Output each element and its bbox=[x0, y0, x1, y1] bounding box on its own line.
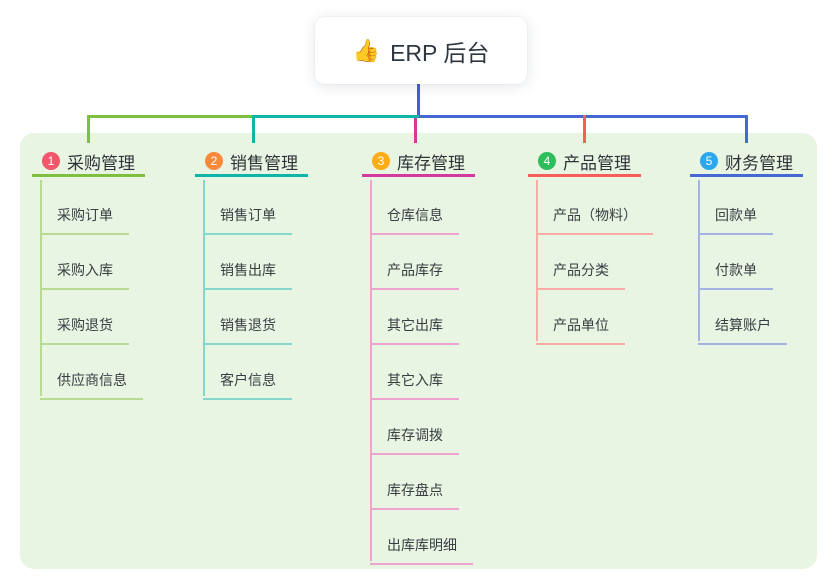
child-node[interactable]: 采购退货 bbox=[40, 290, 129, 345]
branch-inventory: 3 库存管理 仓库信息 产品库存 其它出库 其它入库 库存调拨 库存盘点 出库库明细 bbox=[362, 148, 522, 565]
child-node[interactable]: 回款单 bbox=[698, 180, 773, 235]
branch-title-sales[interactable]: 2 销售管理 bbox=[195, 148, 308, 177]
thumbs-up-icon: 👍 bbox=[352, 37, 381, 63]
root-connector-line bbox=[417, 84, 420, 118]
branch-title-purchase[interactable]: 1 采购管理 bbox=[32, 148, 145, 177]
branch-child-line bbox=[370, 180, 372, 561]
mindmap-panel bbox=[20, 133, 817, 569]
branch-sales: 2 销售管理 销售订单 销售出库 销售退货 客户信息 bbox=[195, 148, 355, 400]
root-node[interactable]: 👍 ERP 后台 bbox=[315, 17, 527, 84]
child-node[interactable]: 客户信息 bbox=[203, 345, 292, 400]
child-node[interactable]: 产品（物料） bbox=[536, 180, 653, 235]
child-node[interactable]: 其它入库 bbox=[370, 345, 459, 400]
branch-children: 仓库信息 产品库存 其它出库 其它入库 库存调拨 库存盘点 出库库明细 bbox=[370, 180, 473, 565]
child-node[interactable]: 库存盘点 bbox=[370, 455, 459, 510]
branch-title-label: 库存管理 bbox=[397, 153, 465, 173]
child-node[interactable]: 仓库信息 bbox=[370, 180, 459, 235]
branch-title-inventory[interactable]: 3 库存管理 bbox=[362, 148, 475, 177]
child-node[interactable]: 出库库明细 bbox=[370, 510, 473, 565]
drop-line-inventory bbox=[414, 118, 417, 143]
number-badge: 5 bbox=[700, 152, 718, 170]
child-node[interactable]: 采购入库 bbox=[40, 235, 129, 290]
connector-line-purchase bbox=[87, 115, 253, 118]
child-node[interactable]: 付款单 bbox=[698, 235, 773, 290]
branch-finance: 5 财务管理 回款单 付款单 结算账户 bbox=[690, 148, 839, 345]
number-badge: 1 bbox=[42, 152, 60, 170]
child-node[interactable]: 产品分类 bbox=[536, 235, 625, 290]
connector-line-sales bbox=[252, 115, 419, 118]
drop-line-sales bbox=[252, 115, 255, 143]
branch-title-label: 产品管理 bbox=[563, 153, 631, 173]
branch-product: 4 产品管理 产品（物料） 产品分类 产品单位 bbox=[528, 148, 688, 345]
drop-line-purchase bbox=[87, 115, 90, 143]
child-node[interactable]: 产品库存 bbox=[370, 235, 459, 290]
child-node[interactable]: 采购订单 bbox=[40, 180, 129, 235]
branch-title-label: 采购管理 bbox=[67, 153, 135, 173]
child-node[interactable]: 销售退货 bbox=[203, 290, 292, 345]
branch-child-line bbox=[698, 180, 700, 341]
drop-line-product bbox=[583, 115, 586, 143]
branch-children: 产品（物料） 产品分类 产品单位 bbox=[536, 180, 653, 345]
branch-children: 销售订单 销售出库 销售退货 客户信息 bbox=[203, 180, 292, 400]
child-node[interactable]: 销售订单 bbox=[203, 180, 292, 235]
branch-children: 采购订单 采购入库 采购退货 供应商信息 bbox=[40, 180, 143, 400]
child-node[interactable]: 供应商信息 bbox=[40, 345, 143, 400]
number-badge: 3 bbox=[372, 152, 390, 170]
branch-children: 回款单 付款单 结算账户 bbox=[698, 180, 787, 345]
branch-child-line bbox=[536, 180, 538, 341]
child-node[interactable]: 销售出库 bbox=[203, 235, 292, 290]
branch-title-finance[interactable]: 5 财务管理 bbox=[690, 148, 803, 177]
root-title: ERP 后台 bbox=[390, 39, 490, 66]
branch-title-label: 销售管理 bbox=[230, 153, 298, 173]
child-node[interactable]: 产品单位 bbox=[536, 290, 625, 345]
number-badge: 2 bbox=[205, 152, 223, 170]
drop-line-finance bbox=[745, 115, 748, 143]
branch-title-product[interactable]: 4 产品管理 bbox=[528, 148, 641, 177]
child-node[interactable]: 其它出库 bbox=[370, 290, 459, 345]
child-node[interactable]: 结算账户 bbox=[698, 290, 787, 345]
number-badge: 4 bbox=[538, 152, 556, 170]
child-node[interactable]: 库存调拨 bbox=[370, 400, 459, 455]
branch-title-label: 财务管理 bbox=[725, 153, 793, 173]
branch-purchase: 1 采购管理 采购订单 采购入库 采购退货 供应商信息 bbox=[32, 148, 192, 400]
